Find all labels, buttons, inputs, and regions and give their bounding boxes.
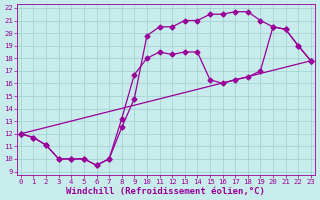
- X-axis label: Windchill (Refroidissement éolien,°C): Windchill (Refroidissement éolien,°C): [67, 187, 265, 196]
